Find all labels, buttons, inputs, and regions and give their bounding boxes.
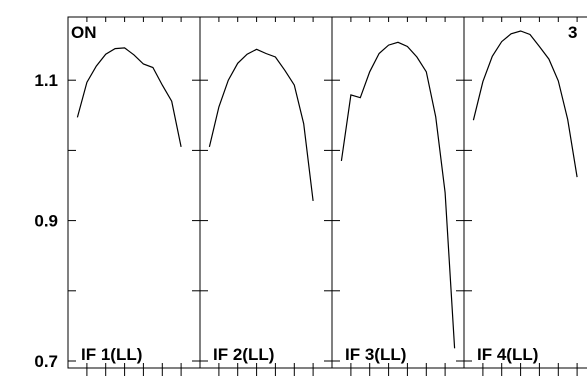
y-tick-label: 0.9 xyxy=(34,212,58,231)
y-tick-label: 1.1 xyxy=(34,71,58,90)
panel-label: IF 1(LL) xyxy=(81,345,142,364)
panel-1: IF 1(LL) xyxy=(67,16,201,376)
y-tick-label: 0.7 xyxy=(34,352,58,371)
panel-2: IF 2(LL) xyxy=(199,16,333,376)
series-line xyxy=(340,41,456,349)
panel-3: IF 3(LL) xyxy=(331,16,465,376)
series-line xyxy=(472,30,578,178)
panel-frame xyxy=(331,16,465,369)
panel-label: IF 2(LL) xyxy=(213,345,274,364)
panel-frame xyxy=(463,16,587,369)
chart-panels: IF 1(LL) IF 2(LL) IF 3(LL) IF 4(LL) xyxy=(67,16,587,376)
y-axis: 0.7 0.9 1.1 xyxy=(34,71,58,371)
panel-label: IF 3(LL) xyxy=(345,345,406,364)
series-line xyxy=(76,47,182,148)
panel-label: IF 4(LL) xyxy=(477,345,538,364)
corner-label-left: ON xyxy=(71,23,97,42)
panel-frame xyxy=(67,16,201,369)
series-line xyxy=(208,48,314,201)
panel-4: IF 4(LL) xyxy=(463,16,587,376)
corner-label-right: 3 xyxy=(568,23,577,42)
